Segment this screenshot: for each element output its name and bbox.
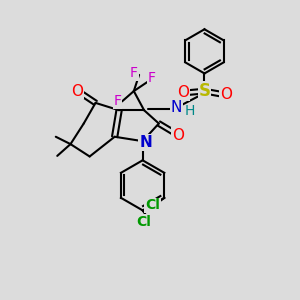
Text: N: N bbox=[139, 135, 152, 150]
Text: F: F bbox=[114, 94, 122, 108]
Text: F: F bbox=[148, 71, 155, 85]
Text: N: N bbox=[171, 100, 182, 115]
Text: O: O bbox=[71, 84, 83, 99]
Text: Cl: Cl bbox=[137, 215, 152, 229]
Text: O: O bbox=[220, 87, 232, 102]
Text: S: S bbox=[199, 82, 211, 100]
Text: H: H bbox=[184, 104, 195, 118]
Text: O: O bbox=[172, 128, 184, 143]
Text: O: O bbox=[177, 85, 189, 100]
Text: F: F bbox=[130, 66, 138, 80]
Text: Cl: Cl bbox=[145, 198, 160, 212]
